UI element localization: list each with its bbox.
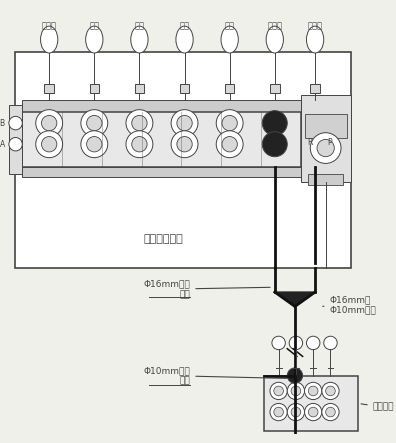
- Bar: [180, 84, 189, 93]
- Circle shape: [262, 132, 287, 157]
- Circle shape: [317, 140, 334, 157]
- Circle shape: [81, 110, 108, 136]
- Bar: [305, 114, 347, 139]
- Circle shape: [310, 133, 341, 163]
- Circle shape: [42, 116, 57, 131]
- Circle shape: [274, 407, 284, 417]
- Circle shape: [126, 131, 153, 158]
- Circle shape: [126, 110, 153, 136]
- Bar: [22, 100, 301, 112]
- Circle shape: [291, 386, 301, 396]
- Ellipse shape: [176, 26, 193, 53]
- Bar: [89, 84, 99, 93]
- Circle shape: [36, 110, 63, 136]
- Circle shape: [87, 116, 102, 131]
- Text: 伸缩: 伸缩: [179, 21, 190, 30]
- Bar: [310, 84, 320, 93]
- Circle shape: [132, 136, 147, 152]
- Circle shape: [308, 386, 318, 396]
- Circle shape: [222, 136, 237, 152]
- Circle shape: [291, 407, 301, 417]
- Circle shape: [287, 368, 303, 383]
- Circle shape: [303, 132, 327, 157]
- Ellipse shape: [221, 26, 238, 53]
- Circle shape: [270, 382, 287, 400]
- Text: 综掎机操作台: 综掎机操作台: [143, 234, 183, 244]
- Bar: [225, 84, 234, 93]
- Circle shape: [287, 404, 305, 421]
- Circle shape: [87, 136, 102, 152]
- Circle shape: [216, 110, 243, 136]
- Bar: [264, 376, 358, 431]
- Bar: [15, 52, 350, 268]
- Text: 四联片阀: 四联片阀: [361, 403, 394, 412]
- Circle shape: [287, 382, 305, 400]
- Circle shape: [177, 136, 192, 152]
- Circle shape: [171, 131, 198, 158]
- Bar: [308, 174, 343, 186]
- Text: 右行走: 右行走: [267, 21, 282, 30]
- Ellipse shape: [266, 26, 284, 53]
- Circle shape: [171, 110, 198, 136]
- Circle shape: [326, 407, 335, 417]
- Text: 左行走: 左行走: [308, 21, 323, 30]
- Text: B: B: [0, 119, 5, 128]
- Ellipse shape: [307, 26, 324, 53]
- Bar: [135, 84, 144, 93]
- Circle shape: [289, 336, 303, 350]
- Circle shape: [308, 407, 318, 417]
- Bar: [22, 112, 301, 167]
- Text: P: P: [327, 138, 332, 147]
- Circle shape: [324, 336, 337, 350]
- Circle shape: [272, 336, 286, 350]
- Circle shape: [322, 382, 339, 400]
- Text: Φ16mm高压
胶管: Φ16mm高压 胶管: [144, 280, 270, 299]
- Circle shape: [262, 111, 287, 136]
- Circle shape: [81, 131, 108, 158]
- Circle shape: [36, 131, 63, 158]
- Text: 升降: 升降: [225, 21, 235, 30]
- Circle shape: [222, 116, 237, 131]
- Text: 回转: 回转: [134, 21, 145, 30]
- Circle shape: [132, 116, 147, 131]
- Bar: [9, 105, 22, 174]
- Text: 铲板: 铲板: [89, 21, 99, 30]
- Text: R: R: [308, 138, 313, 147]
- Circle shape: [326, 386, 335, 396]
- Bar: [22, 167, 301, 177]
- Circle shape: [305, 382, 322, 400]
- Circle shape: [216, 131, 243, 158]
- Ellipse shape: [86, 26, 103, 53]
- Circle shape: [322, 404, 339, 421]
- Polygon shape: [275, 292, 315, 307]
- Bar: [301, 95, 350, 182]
- Text: Φ16mm管
Φ10mm三通: Φ16mm管 Φ10mm三通: [323, 295, 376, 314]
- Circle shape: [9, 137, 22, 151]
- Ellipse shape: [131, 26, 148, 53]
- Circle shape: [42, 136, 57, 152]
- Text: 后支撑: 后支撑: [42, 21, 57, 30]
- Bar: [270, 84, 280, 93]
- Circle shape: [9, 117, 22, 130]
- Ellipse shape: [40, 26, 58, 53]
- Circle shape: [177, 116, 192, 131]
- Text: A: A: [0, 140, 5, 149]
- Text: Φ10mm高压
胶管: Φ10mm高压 胶管: [144, 366, 287, 385]
- Circle shape: [270, 404, 287, 421]
- Circle shape: [303, 111, 327, 136]
- Circle shape: [305, 404, 322, 421]
- Bar: [44, 84, 54, 93]
- Circle shape: [307, 336, 320, 350]
- Circle shape: [274, 386, 284, 396]
